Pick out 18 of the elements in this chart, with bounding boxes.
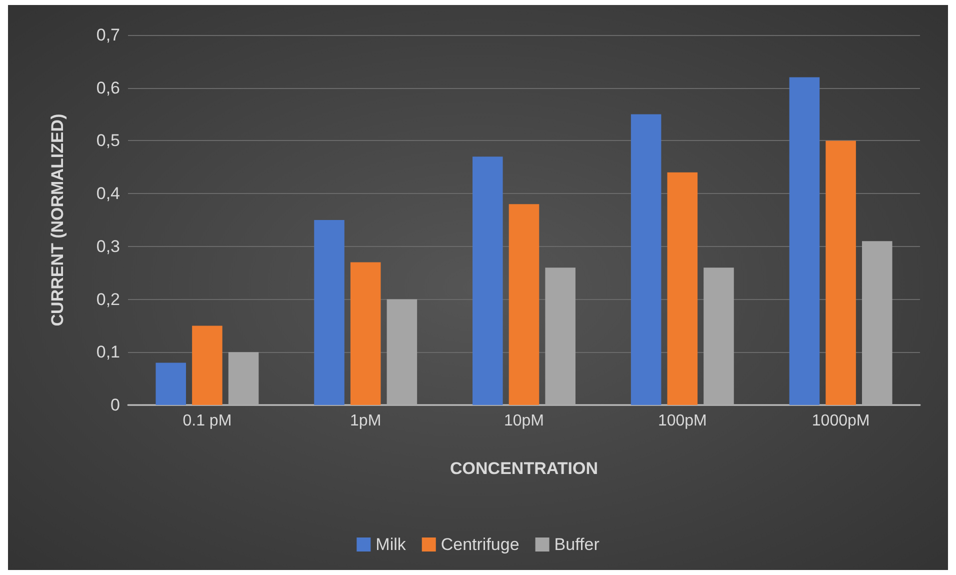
x-axis-title: CONCENTRATION [450, 459, 598, 478]
legend-label: Centrifuge [440, 535, 520, 554]
y-tick-label: 0 [110, 396, 120, 414]
y-tick-label: 0,7 [96, 26, 120, 44]
x-tick-label: 0.1 pM [182, 412, 232, 430]
y-tick-label: 0,6 [96, 78, 120, 98]
y-tick-label: 0,5 [96, 131, 120, 150]
y-tick-label: 0,1 [96, 342, 120, 362]
y-tick-label: 0,3 [96, 236, 120, 256]
y-tick-label: 0,2 [96, 290, 120, 309]
x-tick-label: 1pM [350, 412, 382, 430]
x-tick-label: 1000pM [812, 412, 870, 430]
legend-label: Buffer [554, 535, 600, 554]
x-tick-label: 10pM [504, 412, 544, 430]
y-tick-label: 0,4 [96, 184, 120, 204]
y-axis-title: CURRENT (NORMALIZED) [48, 114, 67, 326]
x-tick-label: 100pM [658, 412, 707, 430]
legend-label: Milk [376, 535, 406, 554]
